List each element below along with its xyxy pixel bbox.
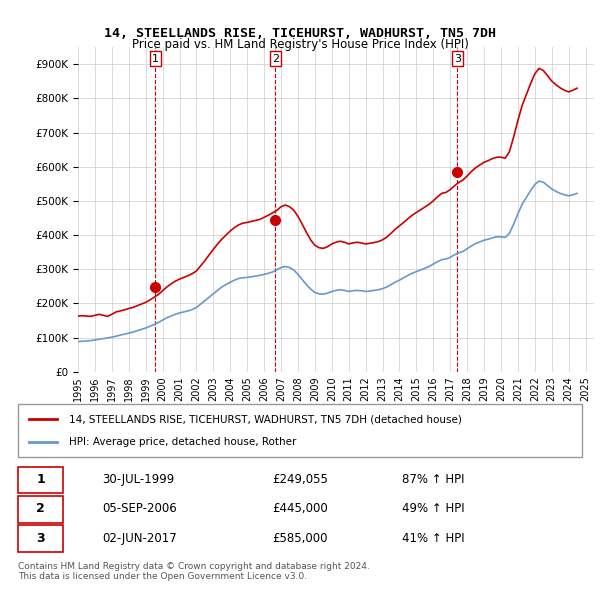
Text: £249,055: £249,055 <box>272 473 328 486</box>
Text: £445,000: £445,000 <box>272 502 328 516</box>
Text: 49% ↑ HPI: 49% ↑ HPI <box>401 502 464 516</box>
Text: Price paid vs. HM Land Registry's House Price Index (HPI): Price paid vs. HM Land Registry's House … <box>131 38 469 51</box>
Text: 3: 3 <box>454 54 461 64</box>
Text: 02-JUN-2017: 02-JUN-2017 <box>103 532 178 545</box>
Text: 1: 1 <box>36 473 45 486</box>
Text: 14, STEELLANDS RISE, TICEHURST, WADHURST, TN5 7DH: 14, STEELLANDS RISE, TICEHURST, WADHURST… <box>104 27 496 40</box>
Text: 2: 2 <box>272 54 279 64</box>
Text: HPI: Average price, detached house, Rother: HPI: Average price, detached house, Roth… <box>69 437 296 447</box>
Text: 3: 3 <box>36 532 45 545</box>
Text: 30-JUL-1999: 30-JUL-1999 <box>103 473 175 486</box>
Text: 87% ↑ HPI: 87% ↑ HPI <box>401 473 464 486</box>
Text: 14, STEELLANDS RISE, TICEHURST, WADHURST, TN5 7DH (detached house): 14, STEELLANDS RISE, TICEHURST, WADHURST… <box>69 414 461 424</box>
Text: 05-SEP-2006: 05-SEP-2006 <box>103 502 178 516</box>
FancyBboxPatch shape <box>18 496 63 523</box>
Text: £585,000: £585,000 <box>272 532 328 545</box>
Text: 2: 2 <box>36 502 45 516</box>
FancyBboxPatch shape <box>18 525 63 552</box>
Text: Contains HM Land Registry data © Crown copyright and database right 2024.: Contains HM Land Registry data © Crown c… <box>18 562 370 571</box>
Text: 1: 1 <box>152 54 159 64</box>
Text: 41% ↑ HPI: 41% ↑ HPI <box>401 532 464 545</box>
FancyBboxPatch shape <box>18 404 582 457</box>
Text: This data is licensed under the Open Government Licence v3.0.: This data is licensed under the Open Gov… <box>18 572 307 581</box>
FancyBboxPatch shape <box>18 467 63 493</box>
